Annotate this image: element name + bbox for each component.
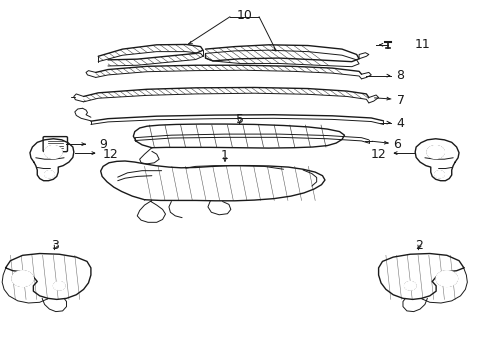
- FancyBboxPatch shape: [43, 136, 67, 152]
- Circle shape: [435, 271, 457, 287]
- Text: 7: 7: [396, 94, 404, 107]
- Text: 9: 9: [99, 138, 107, 150]
- Text: 10: 10: [236, 9, 252, 22]
- Text: 3: 3: [51, 239, 59, 252]
- Text: 8: 8: [396, 69, 404, 82]
- Text: 5: 5: [235, 113, 243, 126]
- Circle shape: [44, 171, 54, 178]
- Text: 6: 6: [392, 138, 400, 150]
- Text: 1: 1: [221, 149, 228, 162]
- Text: 2: 2: [414, 239, 422, 252]
- Circle shape: [404, 282, 415, 290]
- Circle shape: [434, 171, 444, 178]
- Text: 4: 4: [396, 117, 404, 130]
- Text: 12: 12: [370, 148, 386, 161]
- Text: 12: 12: [102, 148, 118, 161]
- Circle shape: [53, 282, 65, 290]
- Circle shape: [426, 145, 444, 158]
- Circle shape: [44, 145, 62, 158]
- Text: 11: 11: [414, 38, 429, 51]
- Circle shape: [12, 271, 33, 287]
